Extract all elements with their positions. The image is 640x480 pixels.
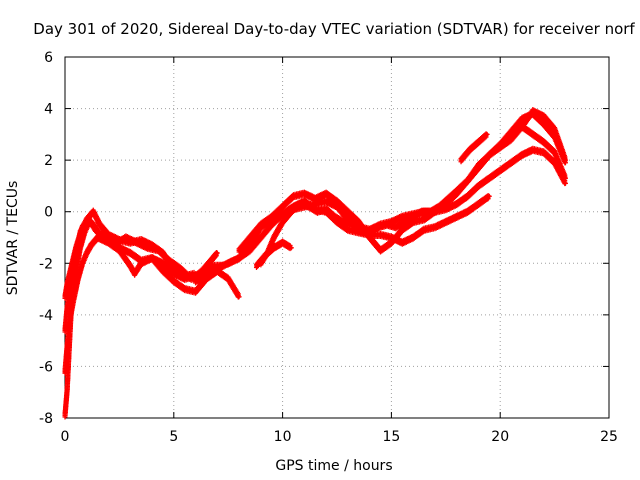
y-tick-label: 0 (44, 205, 53, 221)
chart-title: Day 301 of 2020, Sidereal Day-to-day VTE… (33, 20, 635, 38)
x-tick-label: 20 (491, 429, 509, 445)
data-point (236, 294, 242, 300)
x-tick-label: 0 (61, 429, 70, 445)
series-track-b (62, 233, 242, 376)
data-point (213, 253, 219, 259)
plot-frame (64, 56, 610, 419)
grid-layer (65, 57, 609, 418)
y-tick-label: 4 (44, 102, 53, 118)
y-tick-label: -8 (39, 411, 53, 427)
x-tick-label: 15 (382, 429, 400, 445)
data-point (214, 250, 220, 256)
y-tick-label: -2 (39, 256, 53, 272)
y-tick-label: 6 (44, 50, 53, 66)
series-track-g (236, 122, 568, 255)
x-tick-label: 5 (169, 429, 178, 445)
x-tick-label: 25 (600, 429, 618, 445)
y-tick-label: 2 (44, 153, 53, 169)
ticks-layer: 0 5 10 15 20 25 -8 -6 -4 -2 0 2 4 6 (39, 50, 618, 445)
data-layer (62, 107, 568, 420)
y-tick-label: -6 (39, 359, 53, 375)
series-track-h (258, 109, 568, 268)
y-tick-label: -4 (39, 308, 53, 324)
x-tick-label: 10 (274, 429, 292, 445)
